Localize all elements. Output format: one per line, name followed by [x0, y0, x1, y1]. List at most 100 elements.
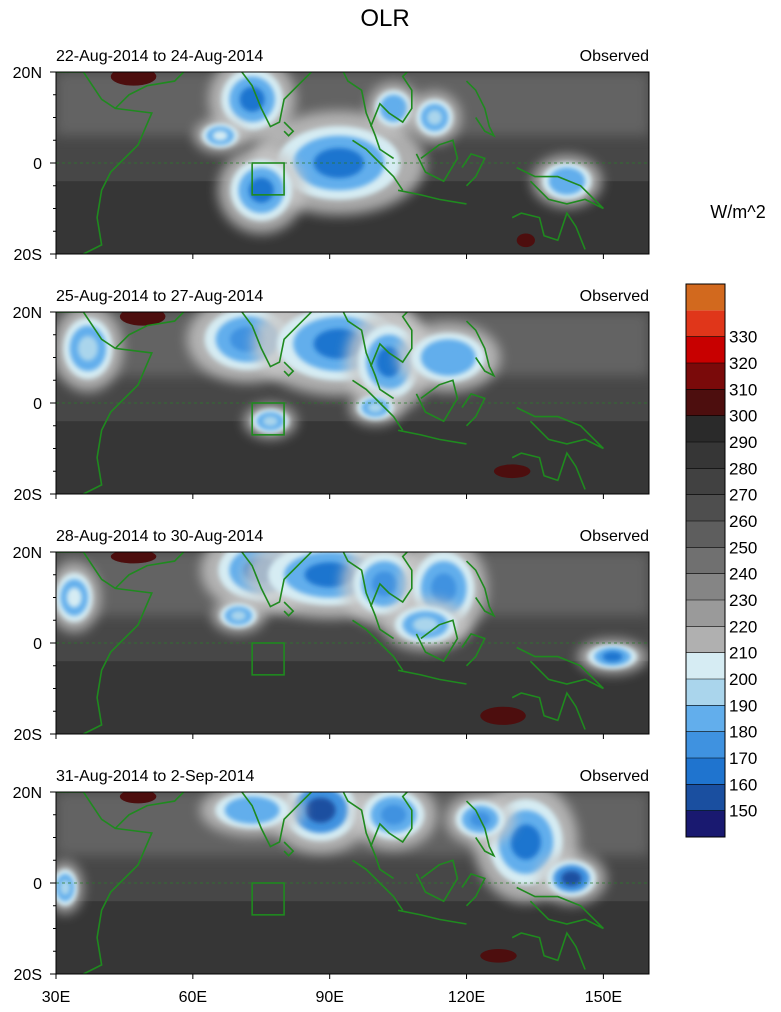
colorbar-swatch — [686, 784, 725, 811]
colorbar-swatch — [686, 336, 725, 363]
coastline — [114, 552, 185, 589]
colorbar-label: 320 — [729, 354, 757, 373]
olr-core — [305, 797, 336, 823]
coastline — [465, 320, 496, 378]
x-tick-label: 60E — [179, 989, 207, 1006]
olr-warm-cell — [110, 72, 157, 86]
olr-core — [433, 347, 464, 368]
x-tick-label: 90E — [315, 989, 343, 1006]
panels: 22-Aug-2014 to 24-Aug-2014 Observed 20N 0 20… — [13, 48, 650, 984]
coastline — [397, 429, 467, 445]
coastline — [283, 361, 295, 377]
colorbar-swatch — [686, 521, 725, 548]
panel-period: 22-Aug-2014 to 24-Aug-2014 — [56, 48, 263, 65]
colorbar-label: 210 — [729, 644, 757, 663]
coastline — [511, 931, 586, 970]
colorbar-label: 250 — [729, 538, 757, 557]
coastline — [415, 139, 459, 183]
olr-warm-cell — [493, 464, 531, 479]
olr-southern-band — [56, 901, 649, 974]
colorbar-label: 230 — [729, 591, 757, 610]
coastline — [465, 560, 496, 618]
coastline — [415, 379, 459, 423]
colorbar-swatch — [686, 758, 725, 785]
olr-core — [376, 347, 402, 378]
coastline — [114, 312, 185, 349]
olr-core — [427, 109, 443, 126]
coastline — [516, 886, 604, 930]
colorbar-label: 280 — [729, 459, 757, 478]
olr-field — [56, 552, 649, 734]
coastline — [220, 552, 313, 608]
y-tick-label: 0 — [33, 156, 42, 173]
panel-label: Observed — [580, 528, 649, 545]
coastline — [220, 792, 313, 848]
coastline — [352, 379, 404, 431]
coastline — [461, 152, 486, 187]
colorbar-swatch — [686, 363, 725, 390]
colorbar-label: 220 — [729, 617, 757, 636]
x-tick-label: 150E — [585, 989, 622, 1006]
colorbar-swatch — [686, 600, 725, 627]
y-tick-label: 0 — [33, 876, 42, 893]
colorbar-swatch — [686, 284, 725, 311]
colorbar-units: W/m^2 — [710, 202, 765, 222]
coastline — [56, 72, 153, 254]
colorbar-swatch — [686, 415, 725, 442]
olr-core — [556, 173, 577, 189]
coastline — [320, 552, 395, 640]
panel-label: Observed — [580, 48, 649, 65]
colorbar-label: 180 — [729, 723, 757, 742]
coastline — [397, 909, 467, 925]
coastline — [369, 552, 413, 607]
coastline — [511, 691, 586, 730]
colorbar-label: 190 — [729, 696, 757, 715]
coastline — [461, 632, 486, 667]
colorbar-label: 150 — [729, 802, 757, 821]
coastline — [516, 406, 604, 450]
map-panel: 25-Aug-2014 to 27-Aug-2014 Observed 20N 0 20… — [13, 288, 650, 504]
olr-core — [561, 870, 582, 886]
figure-title: OLR — [360, 5, 409, 32]
colorbar-swatch — [686, 547, 725, 574]
colorbar-swatch — [686, 679, 725, 706]
y-tick-label: 20N — [13, 785, 42, 802]
olr-field — [56, 72, 649, 254]
panel-period: 25-Aug-2014 to 27-Aug-2014 — [56, 288, 263, 305]
olr-core — [248, 177, 274, 203]
olr-core — [237, 802, 268, 818]
olr-warm-cell — [516, 233, 535, 248]
coastline — [114, 792, 185, 829]
coastline — [369, 312, 413, 367]
colorbar-swatch — [686, 494, 725, 521]
x-tick-label: 120E — [448, 989, 485, 1006]
coastline — [461, 392, 486, 427]
colorbar-swatch — [686, 573, 725, 600]
coastline — [516, 646, 604, 690]
coastline — [352, 859, 404, 911]
colorbar-label: 330 — [729, 328, 757, 347]
coastline — [320, 312, 395, 400]
olr-southern-band — [56, 661, 649, 734]
colorbar-label: 260 — [729, 512, 757, 531]
olr-core — [367, 402, 383, 413]
map-panel: 28-Aug-2014 to 30-Aug-2014 Observed 20N 0 20… — [13, 528, 650, 744]
olr-core — [66, 587, 82, 608]
coastline — [283, 121, 295, 137]
panel-period: 28-Aug-2014 to 30-Aug-2014 — [56, 528, 263, 545]
colorbar-label: 240 — [729, 565, 757, 584]
olr-warm-cell — [119, 312, 166, 326]
olr-core — [60, 880, 71, 896]
coastline — [56, 312, 153, 494]
olr-core — [510, 824, 541, 860]
coastline — [369, 72, 413, 127]
colorbar-swatch — [686, 810, 725, 837]
colorbar-label: 290 — [729, 433, 757, 452]
colorbar-frame — [685, 283, 726, 838]
panel-period: 31-Aug-2014 to 2-Sep-2014 — [56, 768, 254, 785]
coastline — [465, 80, 496, 138]
colorbar-label: 300 — [729, 407, 757, 426]
coastline — [320, 792, 395, 880]
colorbar: 150 160 170 180 190 200 210 220 230 240 250 260 270 2… — [685, 283, 757, 838]
y-tick-label: 20S — [14, 727, 42, 744]
